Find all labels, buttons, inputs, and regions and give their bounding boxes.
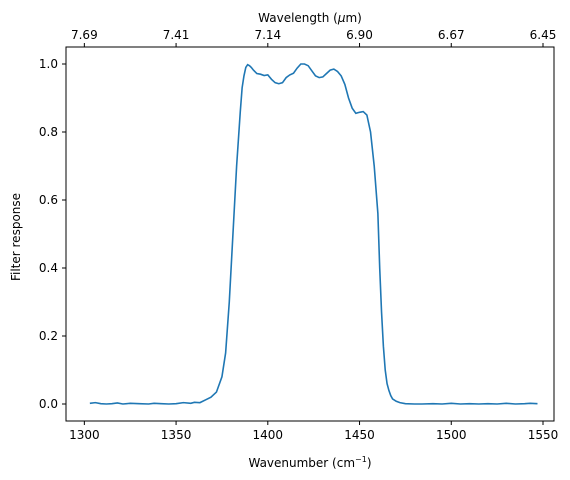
top-tick-label: 6.90	[346, 28, 373, 42]
top-x-axis-ticks: 7.69 7.41 7.14 6.90 6.67 6.45	[71, 28, 556, 47]
top-tick-label: 7.69	[71, 28, 98, 42]
y-tick-label: 0.0	[39, 397, 58, 411]
x-tick-label: 1350	[161, 428, 192, 442]
y-tick-label: 0.8	[39, 125, 58, 139]
x-tick-label: 1300	[69, 428, 100, 442]
plot-frame	[65, 46, 555, 422]
top-axis-label: Wavelength (μm)	[258, 11, 362, 25]
y-tick-label: 1.0	[39, 57, 58, 71]
bottom-x-axis-ticks: 1300 1350 1400 1450 1500 1550	[69, 421, 558, 442]
y-axis-ticks: 0.0 0.2 0.4 0.6 0.8 1.0	[39, 57, 66, 411]
x-tick-label: 1400	[253, 428, 284, 442]
y-tick-label: 0.4	[39, 261, 58, 275]
y-tick-label: 0.2	[39, 329, 58, 343]
x-tick-label: 1450	[344, 428, 375, 442]
y-axis-label: Filter response	[9, 193, 23, 281]
top-tick-label: 6.45	[530, 28, 557, 42]
top-tick-label: 7.14	[254, 28, 281, 42]
x-axis-label: Wavenumber (cm−1)	[248, 455, 371, 470]
x-tick-label: 1550	[528, 428, 559, 442]
x-tick-label: 1500	[436, 428, 467, 442]
top-tick-label: 6.67	[438, 28, 465, 42]
top-tick-label: 7.41	[163, 28, 190, 42]
y-tick-label: 0.6	[39, 193, 58, 207]
series-line	[89, 63, 538, 405]
